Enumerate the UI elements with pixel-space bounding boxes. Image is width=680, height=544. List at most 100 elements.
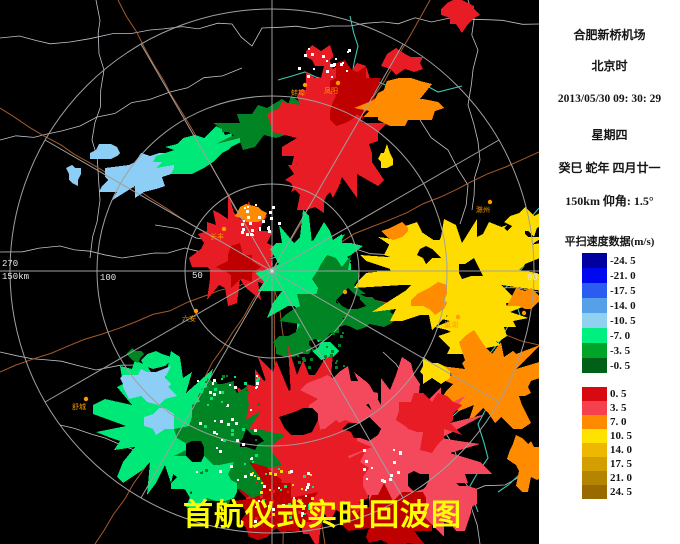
speckle-dot: [200, 471, 203, 474]
speckle-dot: [288, 503, 291, 506]
speckle-dot: [365, 460, 368, 463]
speckle-dot: [307, 75, 310, 78]
speckle-dot: [244, 207, 246, 209]
legend-swatch: [582, 429, 607, 443]
speckle-dot: [210, 397, 213, 400]
speckle-dot: [280, 475, 283, 478]
map-boundary: [0, 17, 539, 47]
speckle-dot: [308, 366, 311, 369]
city-dot: [521, 310, 527, 316]
speckle-dot: [229, 384, 231, 386]
speckle-dot: [265, 473, 267, 475]
speckle-dot: [299, 499, 302, 502]
echo-blob: [396, 393, 462, 453]
legend-row: 10. 5: [582, 429, 632, 443]
legend-value: -14. 0: [610, 299, 636, 312]
speckle-dot: [298, 511, 301, 514]
legend-row: 21. 0: [582, 471, 632, 485]
speckle-dot: [313, 68, 315, 70]
speckle-dot: [226, 404, 229, 407]
speckle-dot: [310, 358, 313, 361]
speckle-dot: [330, 64, 333, 67]
speckle-dot: [298, 349, 301, 352]
echo-blob: [378, 144, 393, 168]
legend-value: -17. 5: [610, 284, 636, 297]
speckle-dot: [230, 465, 233, 468]
echo-blob: [141, 351, 171, 369]
echo-blob: [66, 165, 81, 186]
speckle-dot: [371, 467, 373, 469]
speckle-dot: [322, 55, 325, 58]
city-label: 蚌埠: [291, 88, 305, 97]
speckle-dot: [331, 76, 333, 78]
speckle-dot: [226, 375, 228, 377]
speckle-dot: [250, 409, 252, 411]
echo-hole: [459, 258, 483, 279]
speckle-dot: [254, 520, 257, 523]
legend-row: 7. 0: [582, 415, 632, 429]
range-labels: 270 150km 100 50 90: [2, 259, 538, 283]
echo-hole: [279, 408, 318, 435]
speckle-dot: [242, 428, 245, 431]
speckle-dot: [257, 503, 259, 505]
legend-swatch: [582, 343, 607, 358]
speckle-dot: [302, 357, 305, 360]
speckle-dot: [250, 233, 253, 236]
speckle-dot: [304, 54, 307, 57]
speckle-dot: [271, 500, 274, 503]
station-name: 合肥新桥机场: [573, 28, 646, 42]
speckle-dot: [204, 388, 207, 391]
speckle-dot: [255, 506, 257, 508]
legend-value: 10. 5: [610, 430, 632, 442]
speckle-dot: [205, 381, 207, 383]
speckle-dot: [209, 439, 212, 442]
speckle-dot: [399, 451, 402, 454]
radial-line: [44, 270, 273, 403]
legend-row: 24. 5: [582, 485, 632, 499]
speckle-dot: [326, 60, 328, 62]
speckle-dot: [231, 407, 233, 409]
legend-value: -10. 5: [610, 314, 636, 327]
legend-swatch: [582, 443, 607, 457]
speckle-dot: [252, 472, 254, 474]
legend-swatch: [582, 485, 607, 499]
speckle-dot: [366, 478, 368, 480]
speckle-dot: [363, 468, 366, 471]
echo-blob: [420, 357, 450, 384]
speckle-dot: [302, 479, 304, 481]
speckle-dot: [254, 475, 256, 477]
speckle-dot: [214, 420, 216, 422]
speckle-dot: [240, 423, 243, 426]
speckle-dot: [248, 455, 251, 458]
speckle-dot: [284, 485, 287, 488]
speckle-dot: [231, 433, 234, 436]
legend-row: -24. 5: [582, 253, 636, 268]
echo-hole: [342, 417, 381, 441]
echo-blob: [354, 78, 444, 126]
city-dot: [335, 80, 341, 86]
speckle-dot: [244, 467, 246, 469]
speckle-dot: [302, 507, 305, 510]
legend-value: -3. 5: [610, 344, 631, 357]
legend-row: -17. 5: [582, 283, 636, 298]
speckle-dot: [235, 413, 237, 415]
speckle-dot: [283, 513, 286, 516]
legend-row: -3. 5: [582, 343, 636, 358]
speckle-dot: [247, 206, 249, 208]
speckle-dot: [312, 486, 314, 488]
speckle-dot: [199, 469, 202, 472]
speckle-dot: [303, 348, 306, 351]
echo-blob: [165, 450, 237, 510]
speckle-dot: [228, 441, 230, 443]
speckle-dot: [306, 486, 309, 489]
city-dot: [221, 226, 227, 232]
speckle-dot: [213, 393, 216, 396]
speckle-dot: [255, 481, 257, 483]
speckle-dot: [224, 403, 227, 406]
speckle-dot: [308, 48, 310, 50]
city-dot: [342, 289, 348, 295]
echo-blob: [330, 60, 384, 126]
speckle-dot: [259, 229, 261, 231]
city-label: 滁州: [476, 205, 490, 214]
